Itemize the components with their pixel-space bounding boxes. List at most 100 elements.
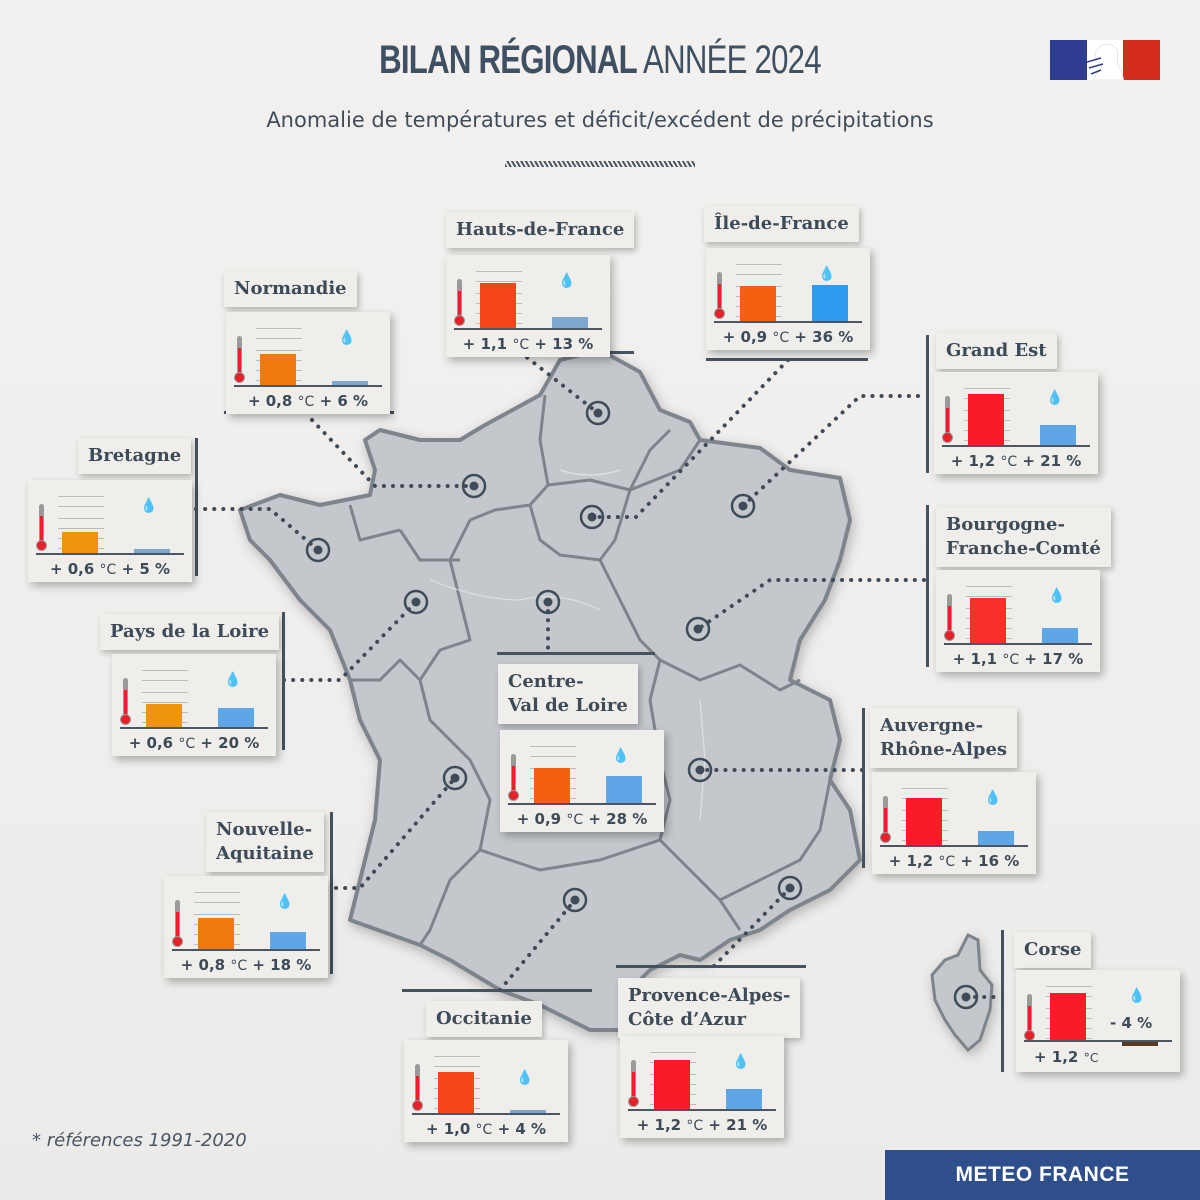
temperature-bar [654, 1060, 690, 1110]
region-label-bretagne: Bretagne [78, 438, 192, 474]
temperature-bar [62, 532, 98, 554]
thermometer-icon [1024, 994, 1035, 1042]
region-card-grand-est: 💧 + 1,2 °C + 21 % [934, 372, 1098, 474]
precipitation-bar [1040, 425, 1076, 446]
corse-outline [930, 932, 994, 1053]
temperature-bar [906, 798, 942, 846]
region-label-grand-est: Grand Est [936, 333, 1057, 369]
region-markers [305, 400, 979, 1010]
raindrops-icon: 💧 [818, 266, 836, 282]
connector-bar-paca [616, 965, 806, 968]
thermometer-icon [234, 336, 245, 384]
thermometer-icon [412, 1064, 423, 1112]
raindrops-icon: 💧 [558, 273, 576, 289]
raindrops-icon: 💧 [140, 498, 158, 514]
precipitation-bar [510, 1110, 546, 1114]
region-label-auvergne: Auvergne- Rhône-Alpes [870, 708, 1018, 768]
footnote: * références 1991-2020 [32, 1130, 247, 1151]
raindrops-icon: 💧 [612, 748, 630, 764]
temperature-bar [438, 1072, 474, 1114]
thermometer-icon [628, 1060, 639, 1108]
precipitation-bar [218, 708, 254, 728]
connector-bar-pays-de-la-loire [282, 612, 285, 750]
meteo-france-brand: METEO FRANCE [885, 1150, 1200, 1200]
connector-bar-centre [497, 652, 655, 655]
region-label-occitanie: Occitanie [426, 1001, 542, 1037]
page-subtitle: Anomalie de températures et déficit/excé… [266, 108, 934, 132]
raindrops-icon: 💧 [1048, 588, 1066, 604]
temperature-bar [198, 918, 234, 950]
thermometer-icon [36, 504, 47, 552]
precip-value: - 4 % [1110, 1014, 1153, 1032]
region-label-nouvelle-aquitaine: Nouvelle- Aquitaine [206, 812, 324, 872]
precipitation-bar [1122, 1042, 1158, 1046]
region-card-hauts-de-france: 💧 + 1,1 °C + 13 % [446, 255, 610, 357]
raindrops-icon: 💧 [516, 1070, 534, 1086]
title-light: ANNÉE 2024 [643, 38, 822, 82]
temperature-bar [534, 768, 570, 804]
thermometer-icon [880, 796, 891, 844]
thermometer-icon [508, 754, 519, 802]
region-label-paca: Provence-Alpes- Côte d’Azur [618, 978, 801, 1038]
region-card-paca: 💧 + 1,2 °C + 21 % [620, 1036, 784, 1138]
region-card-occitanie: 💧 + 1,0 °C + 4 % [404, 1040, 568, 1142]
temperature-bar [968, 394, 1004, 446]
region-card-centre: 💧 + 0,9 °C + 28 % [500, 730, 664, 832]
marianne-logo-icon [1050, 40, 1161, 80]
region-label-centre: Centre- Val de Loire [498, 664, 638, 724]
raindrops-icon: 💧 [732, 1054, 750, 1070]
connector-bar-bourgogne [926, 505, 929, 667]
connector-bar-corse [1001, 930, 1004, 1072]
thermometer-icon [120, 678, 131, 726]
temperature-bar [1050, 993, 1086, 1041]
thermometer-icon [714, 272, 725, 320]
thermometer-icon [172, 900, 183, 948]
precipitation-bar [606, 776, 642, 804]
thermometer-icon [944, 594, 955, 642]
connector-bar-bretagne [195, 438, 198, 576]
raindrops-icon: 💧 [224, 672, 242, 688]
temperature-bar [740, 286, 776, 322]
raindrops-icon: 💧 [276, 894, 294, 910]
title-bold: BILAN RÉGIONAL [379, 38, 638, 82]
raindrops-icon: 💧 [1046, 390, 1064, 406]
region-card-nouvelle-aquitaine: 💧 + 0,8 °C + 18 % [164, 876, 328, 978]
region-label-bourgogne: Bourgogne- Franche-Comté [936, 507, 1111, 567]
page-title: BILAN RÉGIONAL ANNÉE 2024 [132, 38, 1068, 83]
temperature-bar [260, 354, 296, 386]
connector-bar-nouvelle-aquitaine [330, 812, 333, 974]
temperature-bar [970, 598, 1006, 644]
precipitation-bar [1042, 628, 1078, 644]
region-card-corse: 💧 - 4 % + 1,2 °C [1016, 970, 1180, 1072]
region-label-ile-de-france: Île-de-France [704, 206, 859, 242]
raindrops-icon: 💧 [338, 330, 356, 346]
region-card-normandie: 💧 + 0,8 °C + 6 % [226, 312, 390, 414]
connector-bar-ile-de-france [706, 358, 868, 361]
connector-bar-auvergne [862, 708, 865, 868]
precipitation-bar [134, 549, 170, 554]
raindrops-icon: 💧 [1128, 988, 1146, 1004]
precipitation-bar [812, 285, 848, 322]
precipitation-bar [552, 317, 588, 329]
precipitation-bar [270, 932, 306, 950]
temperature-bar [480, 283, 516, 329]
region-label-hauts-de-france: Hauts-de-France [446, 212, 635, 248]
hatch-divider [505, 161, 695, 167]
region-card-bourgogne: 💧 + 1,1 °C + 17 % [936, 570, 1100, 672]
thermometer-icon [942, 396, 953, 444]
thermometer-icon [454, 279, 465, 327]
raindrops-icon: 💧 [984, 790, 1002, 806]
region-card-bretagne: 💧 + 0,6 °C + 5 % [28, 480, 192, 582]
precipitation-bar [978, 831, 1014, 846]
region-label-corse: Corse [1014, 932, 1092, 968]
precipitation-bar [726, 1089, 762, 1110]
region-card-pays-de-la-loire: 💧 + 0,6 °C + 20 % [112, 654, 276, 756]
connector-bar-occitanie [402, 989, 592, 992]
temperature-bar [146, 704, 182, 728]
precipitation-bar [332, 381, 368, 386]
region-label-normandie: Normandie [224, 271, 357, 307]
region-label-pays-de-la-loire: Pays de la Loire [100, 614, 280, 650]
region-card-auvergne: 💧 + 1,2 °C + 16 % [872, 772, 1036, 874]
region-card-ile-de-france: 💧 + 0,9 °C + 36 % [706, 248, 870, 350]
connector-bar-grand-est [926, 335, 929, 473]
